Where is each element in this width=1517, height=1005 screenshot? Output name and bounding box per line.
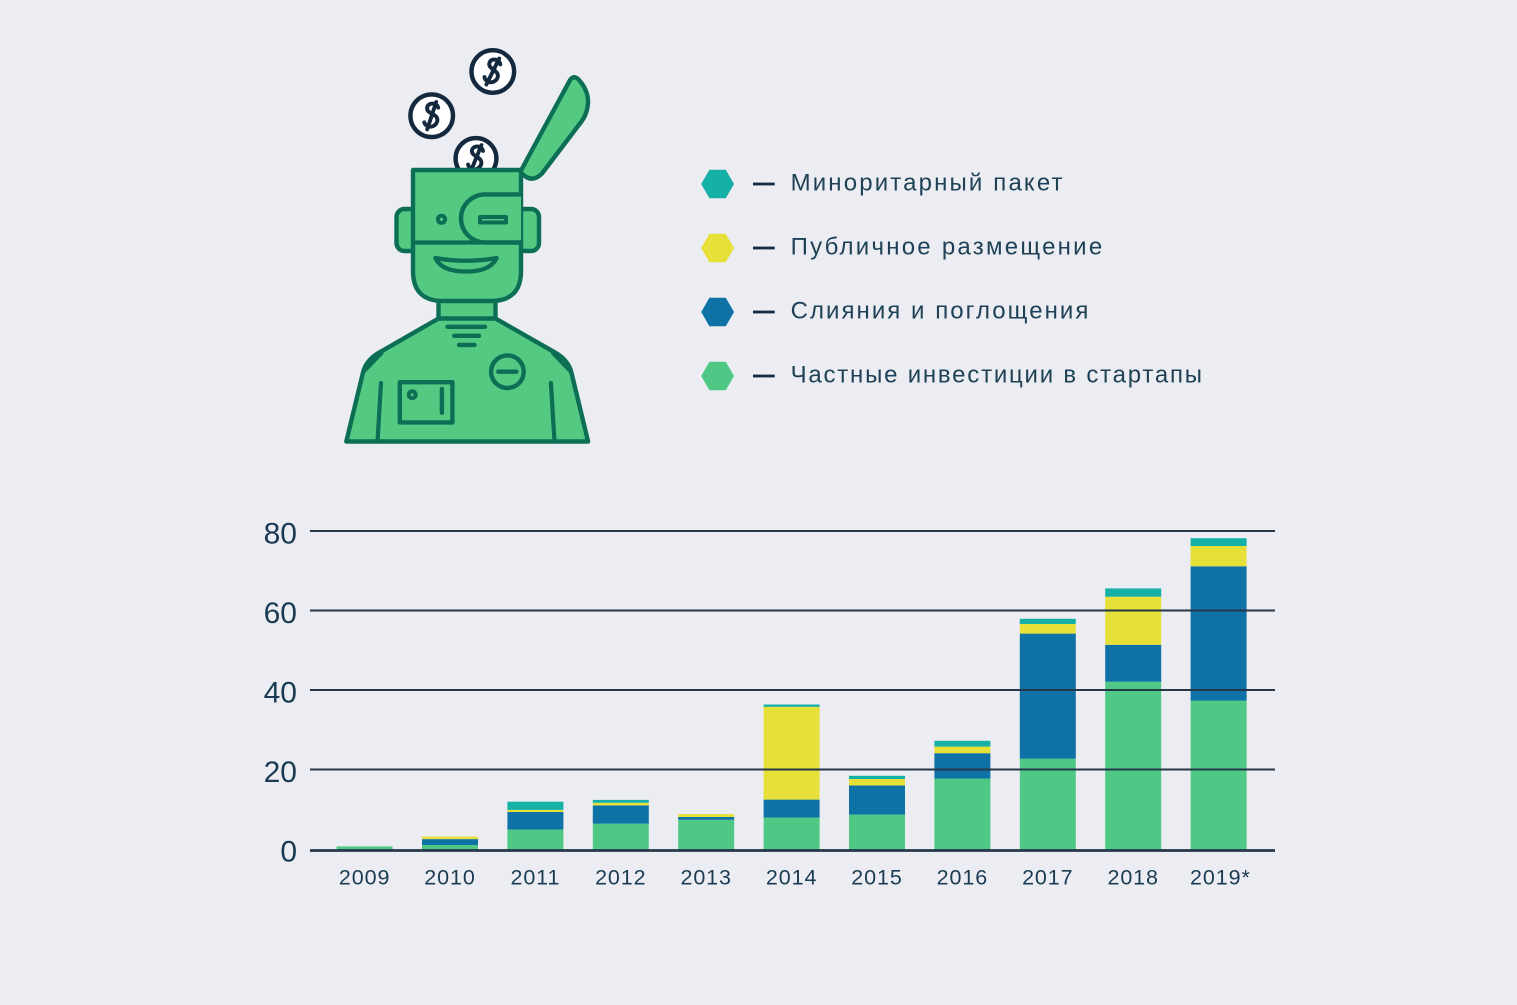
svg-text:2018: 2018	[1107, 866, 1158, 890]
svg-text:2012: 2012	[595, 866, 646, 890]
svg-text:40: 40	[264, 677, 297, 710]
svg-text:2013: 2013	[680, 866, 731, 890]
svg-text:2017: 2017	[1022, 866, 1073, 890]
svg-text:Публичное размещение: Публичное размещение	[791, 234, 1105, 261]
svg-text:60: 60	[264, 597, 297, 630]
svg-text:2011: 2011	[510, 866, 560, 890]
svg-text:Слияния и поглощения: Слияния и поглощения	[791, 298, 1091, 325]
svg-text:Миноритарный пакет: Миноритарный пакет	[791, 170, 1065, 197]
svg-text:2009: 2009	[339, 866, 390, 890]
svg-text:2016: 2016	[937, 866, 988, 890]
svg-text:2015: 2015	[851, 866, 902, 890]
svg-text:20: 20	[264, 756, 297, 789]
svg-text:0: 0	[280, 836, 297, 869]
svg-text:80: 80	[264, 518, 297, 551]
svg-text:2019*: 2019*	[1190, 866, 1251, 890]
svg-text:Частные инвестиции в стартапы: Частные инвестиции в стартапы	[791, 362, 1204, 389]
svg-text:2014: 2014	[766, 866, 817, 890]
svg-text:2010: 2010	[424, 866, 475, 890]
